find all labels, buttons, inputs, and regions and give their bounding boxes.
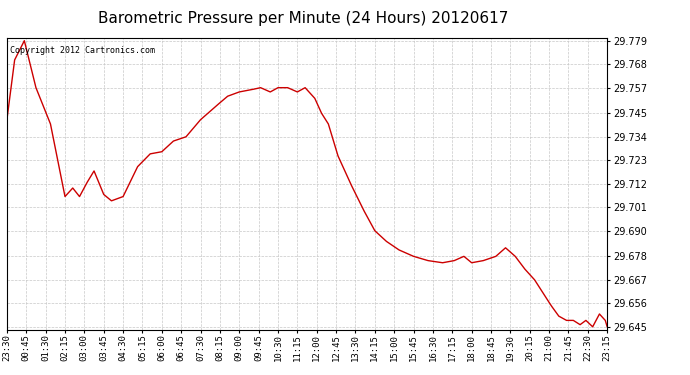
- Text: Copyright 2012 Cartronics.com: Copyright 2012 Cartronics.com: [10, 46, 155, 55]
- Text: Barometric Pressure per Minute (24 Hours) 20120617: Barometric Pressure per Minute (24 Hours…: [99, 11, 509, 26]
